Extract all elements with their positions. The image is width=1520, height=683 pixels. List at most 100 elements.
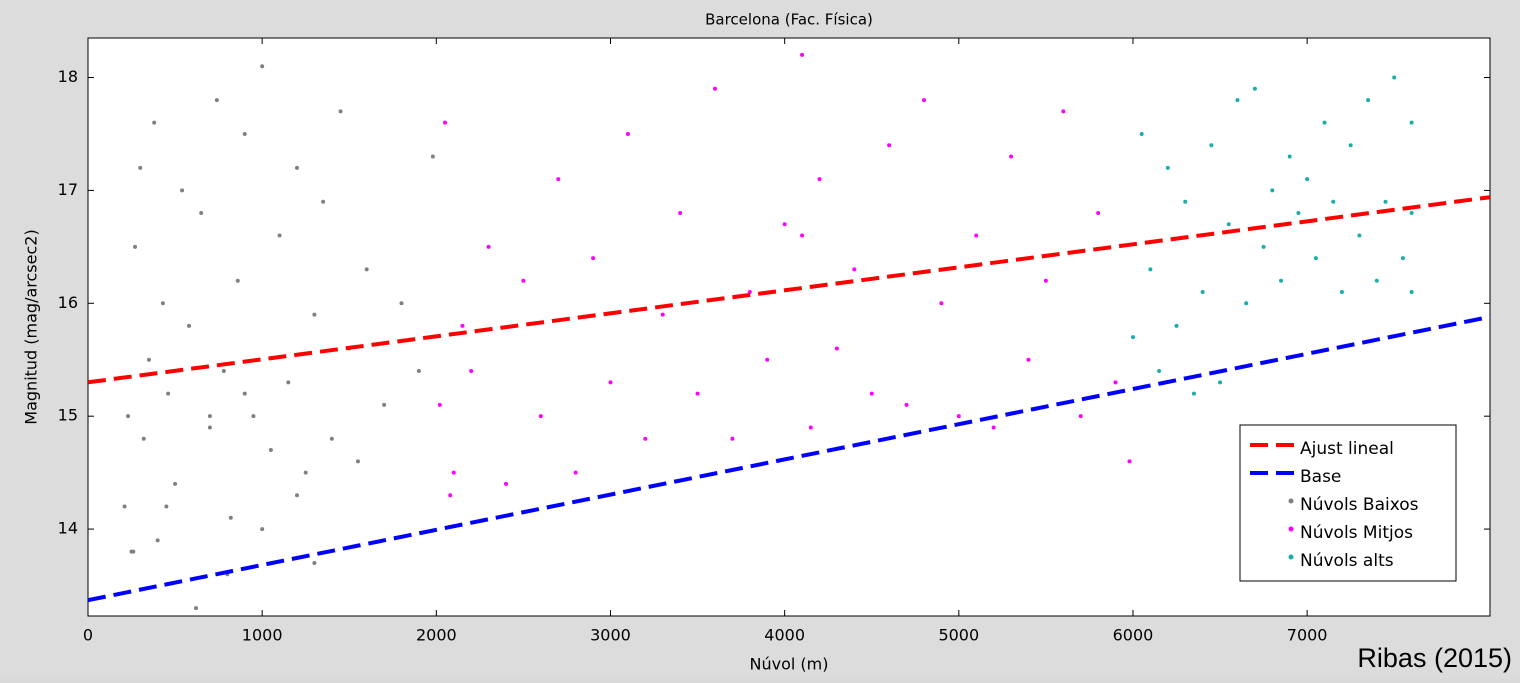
point bbox=[1218, 380, 1223, 385]
point bbox=[1157, 369, 1162, 374]
point bbox=[131, 549, 136, 554]
point bbox=[887, 143, 892, 148]
point bbox=[747, 290, 752, 295]
point bbox=[1305, 177, 1310, 182]
point bbox=[712, 86, 717, 91]
point bbox=[146, 357, 151, 362]
point bbox=[1287, 154, 1292, 159]
point bbox=[260, 527, 265, 532]
point bbox=[303, 470, 308, 475]
point bbox=[1366, 98, 1371, 103]
point bbox=[242, 131, 247, 136]
point bbox=[221, 369, 226, 374]
point bbox=[451, 470, 456, 475]
point bbox=[1235, 98, 1240, 103]
x-tick-label: 3000 bbox=[590, 626, 631, 645]
x-tick-label: 1000 bbox=[242, 626, 283, 645]
point bbox=[1279, 278, 1284, 283]
point bbox=[228, 515, 233, 520]
point bbox=[834, 346, 839, 351]
point bbox=[939, 301, 944, 306]
point bbox=[294, 493, 299, 498]
point bbox=[1409, 120, 1414, 125]
point bbox=[625, 131, 630, 136]
point bbox=[1348, 143, 1353, 148]
point bbox=[443, 120, 448, 125]
point bbox=[268, 448, 273, 453]
x-tick-label: 0 bbox=[83, 626, 93, 645]
legend-marker bbox=[1288, 526, 1294, 532]
point bbox=[138, 165, 143, 170]
point bbox=[173, 481, 178, 486]
point bbox=[1339, 290, 1344, 295]
y-tick-label: 14 bbox=[58, 519, 78, 538]
point bbox=[1313, 256, 1318, 261]
point bbox=[1139, 131, 1144, 136]
point bbox=[1392, 75, 1397, 80]
point bbox=[1261, 244, 1266, 249]
chart-title: Barcelona (Fac. Física) bbox=[705, 11, 873, 29]
point bbox=[321, 199, 326, 204]
point bbox=[608, 380, 613, 385]
point bbox=[869, 391, 874, 396]
y-axis-label: Magnitud (mag/arcsec2) bbox=[22, 229, 41, 424]
point bbox=[591, 256, 596, 261]
point bbox=[695, 391, 700, 396]
point bbox=[991, 425, 996, 430]
point bbox=[1409, 290, 1414, 295]
point bbox=[207, 414, 212, 419]
legend-label: Núvols Mitjos bbox=[1300, 523, 1413, 543]
point bbox=[155, 538, 160, 543]
point bbox=[1409, 210, 1414, 215]
point bbox=[126, 414, 131, 419]
legend-label: Ajust lineal bbox=[1300, 439, 1394, 459]
legend-label: Base bbox=[1300, 467, 1341, 487]
point bbox=[199, 210, 204, 215]
point bbox=[355, 459, 360, 464]
point bbox=[122, 504, 127, 509]
x-tick-label: 7000 bbox=[1287, 626, 1328, 645]
point bbox=[1226, 222, 1231, 227]
x-tick-label: 2000 bbox=[416, 626, 457, 645]
point bbox=[1113, 380, 1118, 385]
annotation: Ribas (2015) bbox=[1357, 643, 1512, 673]
point bbox=[573, 470, 578, 475]
point bbox=[242, 391, 247, 396]
point bbox=[1331, 199, 1336, 204]
point bbox=[800, 52, 805, 57]
point bbox=[956, 414, 961, 419]
point bbox=[1183, 199, 1188, 204]
point bbox=[765, 357, 770, 362]
point bbox=[160, 301, 165, 306]
point bbox=[1322, 120, 1327, 125]
legend-label: Núvols alts bbox=[1300, 551, 1394, 571]
point bbox=[193, 606, 198, 611]
point bbox=[808, 425, 813, 430]
point bbox=[660, 312, 665, 317]
legend-marker bbox=[1288, 554, 1294, 560]
point bbox=[730, 436, 735, 441]
point bbox=[251, 414, 256, 419]
point bbox=[437, 402, 442, 407]
point bbox=[180, 188, 185, 193]
point bbox=[166, 391, 171, 396]
point bbox=[152, 120, 157, 125]
point bbox=[286, 380, 291, 385]
point bbox=[1043, 278, 1048, 283]
point bbox=[1078, 414, 1083, 419]
point bbox=[643, 436, 648, 441]
point bbox=[399, 301, 404, 306]
x-tick-label: 5000 bbox=[938, 626, 979, 645]
x-tick-label: 4000 bbox=[764, 626, 805, 645]
point bbox=[448, 493, 453, 498]
point bbox=[164, 504, 169, 509]
point bbox=[1127, 459, 1132, 464]
point bbox=[1400, 256, 1405, 261]
point bbox=[1244, 301, 1249, 306]
point bbox=[416, 369, 421, 374]
point bbox=[817, 177, 822, 182]
point bbox=[312, 560, 317, 565]
y-tick-label: 15 bbox=[58, 406, 78, 425]
